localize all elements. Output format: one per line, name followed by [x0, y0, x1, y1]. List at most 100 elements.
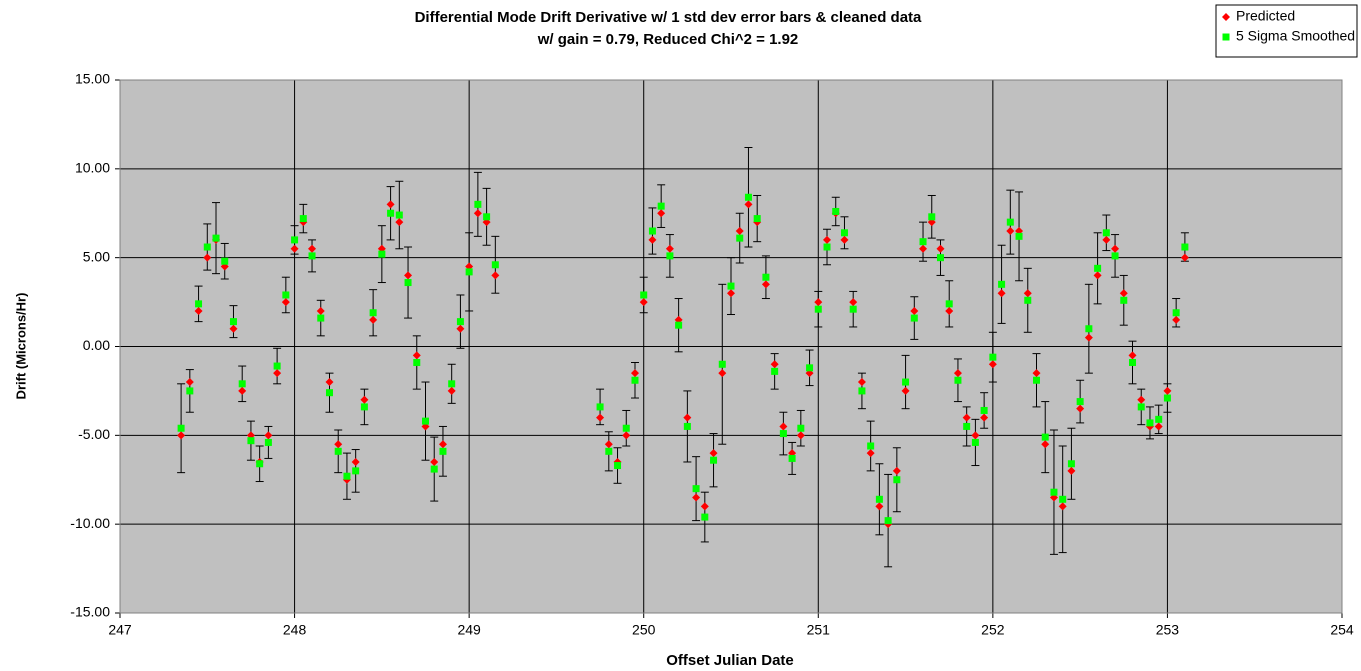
point — [919, 238, 927, 246]
point — [395, 218, 404, 227]
point — [413, 358, 421, 366]
point — [648, 235, 657, 244]
point — [989, 353, 997, 361]
point — [770, 360, 779, 369]
point — [980, 413, 989, 422]
legend-marker — [1222, 13, 1230, 21]
point — [334, 440, 343, 449]
point — [1128, 351, 1137, 360]
y-tick-label: -5.00 — [78, 426, 110, 442]
y-tick-label: 0.00 — [83, 337, 110, 353]
point — [369, 309, 377, 317]
point — [648, 227, 656, 235]
point — [282, 291, 290, 299]
point — [264, 431, 273, 440]
point — [1129, 358, 1137, 366]
point — [893, 476, 901, 484]
point — [761, 280, 770, 289]
point — [736, 234, 744, 242]
point — [395, 211, 403, 219]
point — [430, 465, 438, 473]
point — [360, 403, 368, 411]
point — [1085, 325, 1093, 333]
point — [971, 431, 980, 440]
point — [448, 380, 456, 388]
point — [203, 253, 212, 262]
point — [622, 424, 630, 432]
point — [832, 207, 840, 215]
point — [665, 244, 674, 253]
point — [1006, 227, 1015, 236]
point — [203, 243, 211, 251]
point — [412, 351, 421, 360]
point — [369, 315, 378, 324]
point — [1058, 502, 1067, 511]
point — [936, 254, 944, 262]
point — [1180, 253, 1189, 262]
point — [256, 460, 264, 468]
point — [596, 403, 604, 411]
point — [1154, 422, 1163, 431]
plot-border — [119, 79, 1343, 614]
point — [858, 387, 866, 395]
point — [675, 321, 683, 329]
point — [1067, 460, 1075, 468]
point — [980, 406, 988, 414]
point — [308, 252, 316, 260]
point — [229, 324, 238, 333]
point — [657, 202, 665, 210]
x-tick-label: 249 — [457, 622, 481, 638]
point — [604, 440, 613, 449]
y-tick-label: 10.00 — [75, 160, 110, 176]
point — [735, 227, 744, 236]
point — [701, 513, 709, 521]
point — [473, 209, 482, 218]
y-tick-label: 15.00 — [75, 71, 110, 87]
point — [1111, 244, 1120, 253]
point — [639, 298, 648, 307]
point — [945, 306, 954, 315]
point — [1050, 488, 1058, 496]
point — [788, 454, 796, 462]
point — [630, 369, 639, 378]
y-tick-label: 5.00 — [83, 248, 110, 264]
point — [806, 364, 814, 372]
point — [221, 257, 229, 265]
point — [316, 306, 325, 315]
point — [692, 485, 700, 493]
point — [1041, 440, 1050, 449]
legend-label: Predicted — [1236, 8, 1295, 24]
x-axis-label: Offset Julian Date — [666, 652, 794, 669]
point — [692, 493, 701, 502]
point — [264, 438, 272, 446]
point — [1172, 309, 1180, 317]
point — [962, 413, 971, 422]
point — [700, 502, 709, 511]
point — [352, 467, 360, 475]
point — [718, 369, 727, 378]
point — [710, 456, 718, 464]
chart-title: Differential Mode Drift Derivative w/ 1 … — [415, 9, 922, 26]
point — [771, 367, 779, 375]
point — [1041, 433, 1049, 441]
point — [892, 466, 901, 475]
point — [936, 244, 945, 253]
point — [308, 244, 317, 253]
point — [465, 268, 473, 276]
point — [779, 422, 788, 431]
x-tick-label: 253 — [1156, 622, 1180, 638]
point — [1137, 395, 1146, 404]
x-tick-label: 254 — [1330, 622, 1354, 638]
point — [351, 457, 360, 466]
x-tick-label: 247 — [108, 622, 132, 638]
point — [1076, 404, 1085, 413]
point — [910, 306, 919, 315]
point — [1137, 403, 1145, 411]
point — [360, 395, 369, 404]
point — [919, 244, 928, 253]
y-axis-label: Drift (Microns/Hr) — [13, 293, 28, 400]
point — [622, 431, 631, 440]
point — [1032, 369, 1041, 378]
point — [605, 447, 613, 455]
